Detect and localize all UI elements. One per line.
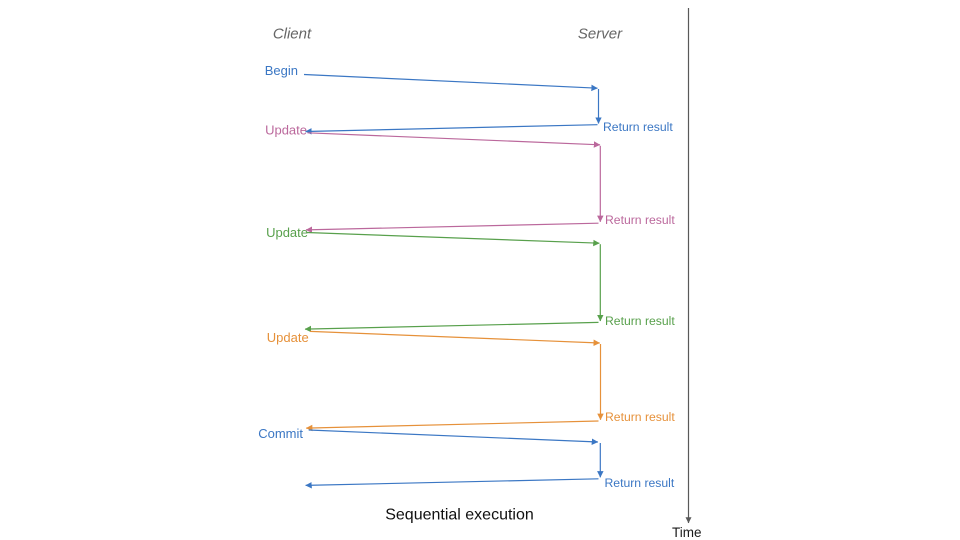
svg-text:Return result: Return result	[605, 476, 675, 490]
svg-text:Update: Update	[267, 330, 309, 345]
svg-text:Commit: Commit	[258, 426, 303, 441]
svg-text:Return result: Return result	[605, 314, 675, 328]
svg-text:Begin: Begin	[265, 63, 298, 78]
svg-text:Return result: Return result	[603, 120, 673, 134]
svg-text:Time: Time	[672, 525, 702, 540]
svg-text:Server: Server	[578, 26, 623, 43]
svg-text:Client: Client	[273, 26, 312, 43]
svg-text:Sequential execution: Sequential execution	[385, 507, 534, 524]
svg-text:Return result: Return result	[605, 213, 675, 227]
svg-text:Update: Update	[266, 225, 308, 240]
svg-text:Return result: Return result	[605, 410, 675, 424]
svg-text:Update: Update	[265, 123, 307, 138]
